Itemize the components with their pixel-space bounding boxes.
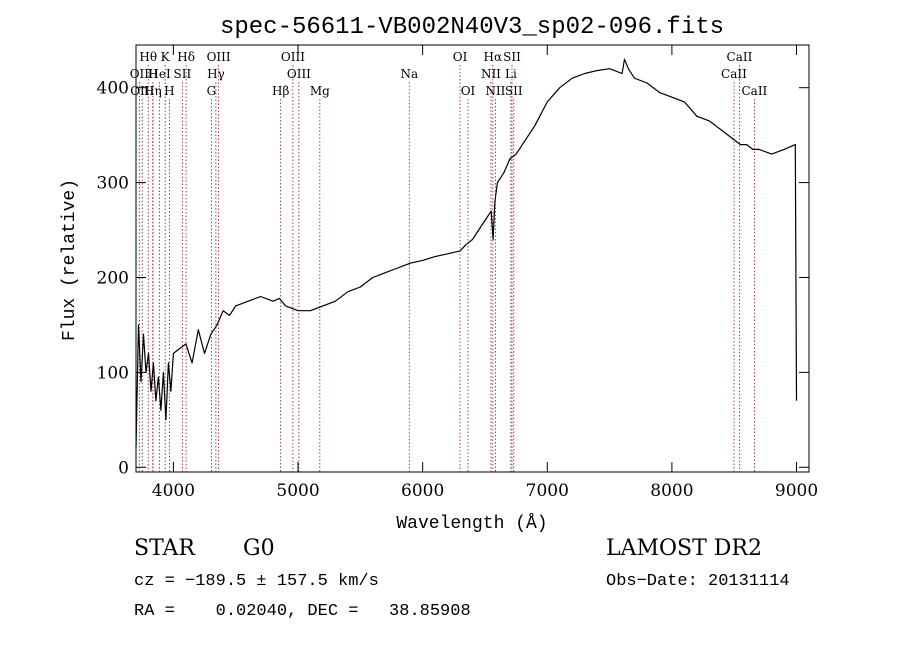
line-marker-label: SII: [174, 67, 192, 81]
line-marker-label: NII: [485, 84, 505, 98]
line-marker-label: H: [164, 84, 174, 98]
x-tick-label: 8000: [650, 481, 693, 501]
line-marker-label: CaII: [727, 50, 753, 64]
spectrum-line: [135, 58, 798, 449]
line-marker-label: Mg: [310, 84, 330, 98]
y-tick-label: 0: [118, 458, 129, 478]
coordinates: RA = 0.02040, DEC = 38.85908: [134, 602, 471, 621]
line-marker-label: Hα: [484, 50, 503, 64]
line-marker-label: G: [207, 84, 217, 98]
line-marker-label: Hη: [144, 84, 162, 98]
y-tick-label: 300: [97, 174, 129, 194]
y-tick-label: 400: [97, 79, 129, 99]
line-marker-label: OI: [461, 84, 476, 98]
x-tick-label: 6000: [401, 481, 444, 501]
y-tick-label: 200: [97, 268, 129, 288]
line-marker-label: Hβ: [272, 84, 289, 98]
y-tick-label: 100: [97, 363, 129, 383]
observation-date: Obs−Date: 20131114: [606, 572, 790, 591]
line-marker-label: Hδ: [177, 50, 195, 64]
line-marker-label: OII: [130, 67, 150, 81]
x-axis-label: Wavelength (Å): [396, 513, 547, 534]
line-marker-label: OIII: [207, 50, 231, 64]
x-tick-label: 4000: [152, 481, 195, 501]
line-marker-label: H: [148, 67, 158, 81]
x-tick-label: 5000: [276, 481, 319, 501]
plot-frame: [135, 44, 810, 473]
line-marker-label: HeI: [148, 67, 171, 81]
line-marker-label: Hγ: [207, 67, 225, 81]
y-axis-label: Flux (relative): [60, 179, 80, 341]
spectrum-series: [135, 58, 798, 449]
line-marker-label: Na: [400, 67, 418, 81]
axis-ticks: 4000 5000 6000 7000 8000 9000 0 100 200 300 400: [97, 45, 818, 501]
chart-title: spec-56611-VB002N40V3_sp02-096.fits: [220, 14, 724, 41]
line-marker-label: Hθ: [139, 50, 157, 64]
line-marker-label: OIII: [287, 67, 311, 81]
x-tick-label: 9000: [775, 481, 818, 501]
line-marker-label: OI: [453, 50, 468, 64]
line-marker-label: SII: [503, 50, 521, 64]
line-marker-label: CaII: [721, 67, 747, 81]
line-marker-label: SII: [505, 84, 523, 98]
object-subclass: G0: [243, 536, 275, 561]
survey-label: LAMOST DR2: [606, 536, 762, 561]
x-tick-label: 7000: [526, 481, 569, 501]
redshift-velocity: cz = −189.5 ± 157.5 km/s: [134, 572, 379, 591]
line-marker-label: CaII: [741, 84, 767, 98]
line-marker-label: K: [161, 50, 171, 64]
line-marker-label: OIII: [281, 50, 305, 64]
line-marker-label: Li: [505, 67, 517, 81]
line-marker-label: NII: [481, 67, 501, 81]
object-class: STAR: [134, 536, 195, 561]
